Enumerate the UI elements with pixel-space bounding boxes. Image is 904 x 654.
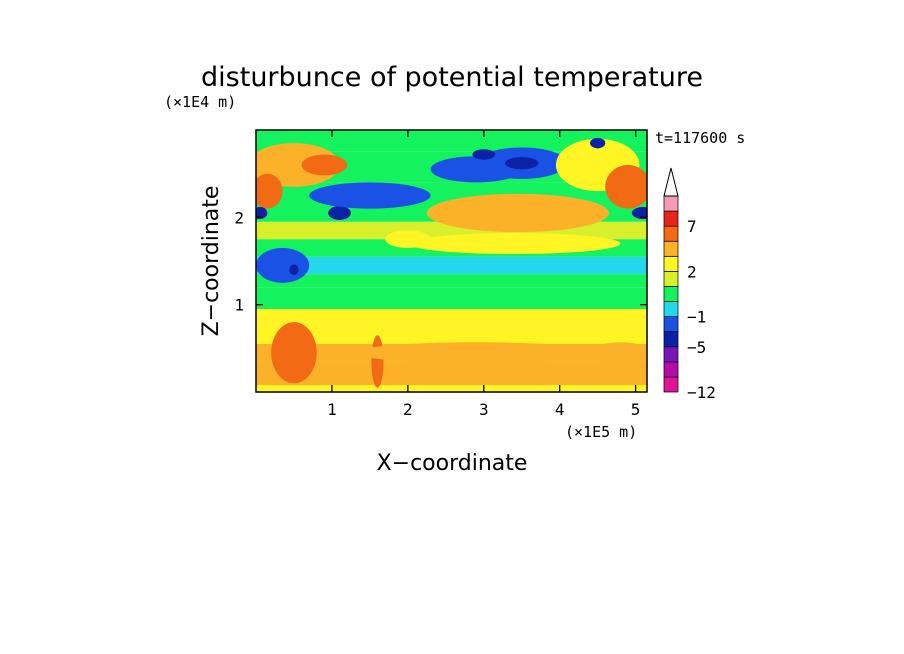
heatmap-feature — [605, 164, 647, 209]
colorbar-extend-arrow — [663, 167, 679, 197]
colorbar-swatch — [663, 301, 679, 317]
heatmap-band — [256, 274, 647, 288]
heatmap-feature — [301, 154, 348, 176]
chart-title: disturbunce of potential temperature — [201, 62, 703, 93]
x-axis-ticks: 1 2 3 4 5 — [327, 130, 640, 419]
y-axis-ticks: 12 — [234, 208, 647, 315]
heatmap-feature — [472, 149, 496, 160]
heatmap-feature — [309, 182, 431, 209]
x-axis-label: X−coordinate — [377, 451, 528, 476]
heatmap-feature — [354, 342, 598, 364]
heatmap-feature — [371, 335, 384, 388]
colorbar-swatch — [663, 271, 679, 287]
colorbar-swatch — [663, 225, 679, 242]
heatmap-feature — [631, 206, 647, 220]
colorbar-swatch — [663, 346, 679, 363]
colorbar-swatch — [663, 286, 679, 302]
colorbar-label: 2 — [687, 262, 697, 281]
heatmap-feature — [590, 137, 606, 149]
time-label: t=117600 s — [655, 129, 745, 147]
heatmap-feature — [385, 230, 431, 248]
heatmap-band — [256, 309, 647, 324]
heatmap-feature — [256, 143, 340, 187]
colorbar-label: −5 — [687, 338, 706, 357]
y-tick-label: 1 — [234, 296, 244, 315]
heatmap-feature — [460, 202, 583, 224]
x-tick-label: 2 — [403, 400, 413, 419]
heatmap-feature — [328, 205, 351, 220]
heatmap-band — [256, 323, 647, 344]
heatmap-feature — [289, 264, 299, 275]
plot-frame — [255, 129, 648, 393]
x-tick-label: 3 — [479, 400, 489, 419]
colorbar-swatch — [663, 240, 679, 257]
heatmap-feature — [271, 322, 317, 384]
colorbar-swatch — [663, 331, 679, 348]
heatmap-feature — [590, 342, 647, 364]
colorbar-swatch — [663, 195, 679, 212]
y-scale-label: (×1E4 m) — [164, 93, 236, 111]
heatmap-feature — [256, 173, 283, 209]
colorbar-swatch — [663, 376, 679, 393]
heatmap-feature — [505, 157, 539, 170]
heatmap-band — [256, 361, 647, 386]
x-scale-label: (×1E5 m) — [565, 423, 637, 441]
heatmap-feature — [256, 206, 268, 220]
heatmap-band — [256, 385, 647, 392]
x-tick-label: 5 — [631, 400, 641, 419]
colorbar-swatch — [663, 361, 679, 378]
colorbar-label: 7 — [687, 217, 697, 236]
colorbar-legend: 7 2 −1 −5 −12 — [663, 167, 716, 402]
colorbar-swatch — [663, 210, 679, 227]
colorbar-swatch — [663, 255, 679, 272]
heatmap-feature — [256, 247, 310, 283]
heatmap-band — [256, 287, 647, 310]
heatmap-field — [256, 130, 647, 392]
heatmap-feature — [407, 233, 621, 255]
x-tick-label: 1 — [327, 400, 337, 419]
colorbar-swatch — [663, 316, 679, 333]
heatmap-band — [256, 256, 647, 275]
y-axis-label: Z−coordinate — [199, 186, 224, 337]
y-tick-label: 2 — [234, 208, 244, 227]
colorbar-label: −12 — [687, 383, 716, 402]
heatmap-band — [256, 130, 647, 152]
colorbar-label: −1 — [687, 308, 706, 327]
x-tick-label: 4 — [555, 400, 565, 419]
